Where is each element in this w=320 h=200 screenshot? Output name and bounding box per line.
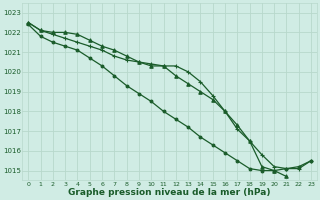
X-axis label: Graphe pression niveau de la mer (hPa): Graphe pression niveau de la mer (hPa) [68, 188, 271, 197]
